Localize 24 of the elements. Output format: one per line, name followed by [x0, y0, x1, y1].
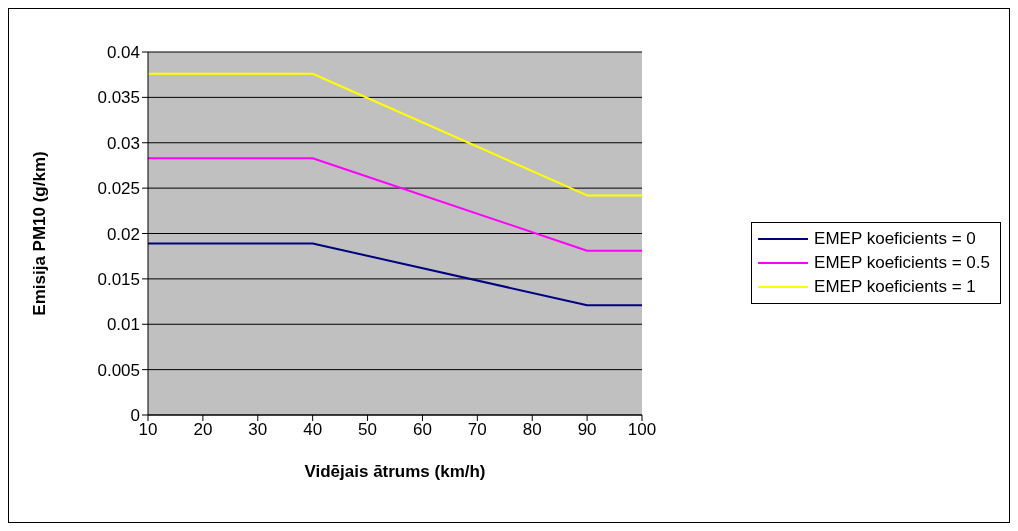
y-axis-title: Emisija PM10 (g/km) — [30, 151, 50, 316]
y-tick-label: 0.005 — [97, 360, 140, 380]
x-axis-title: Vidējais ātrums (km/h) — [304, 462, 486, 481]
x-tick-label: 10 — [138, 420, 158, 440]
x-tick-label: 60 — [412, 420, 432, 440]
x-tick-label: 90 — [577, 420, 597, 440]
legend-label: EMEP koeficients = 0.5 — [814, 253, 990, 273]
y-tick-label: 0.01 — [106, 315, 140, 335]
y-tick-label: 0.025 — [97, 179, 140, 199]
y-tick-label: 0.035 — [97, 88, 140, 108]
y-tick-label: 0.04 — [106, 43, 140, 63]
y-tick-label: 0.03 — [106, 133, 140, 153]
y-tick-label: 0.02 — [106, 224, 140, 244]
x-tick-label: 30 — [248, 420, 268, 440]
x-tick-label: 50 — [358, 420, 378, 440]
x-tick-label: 100 — [627, 420, 657, 440]
x-tick-label: 20 — [193, 420, 213, 440]
x-tick-label: 40 — [303, 420, 323, 440]
y-tick-label: 0.015 — [97, 269, 140, 289]
legend-label: EMEP koeficients = 1 — [814, 277, 976, 297]
x-tick-label: 70 — [467, 420, 487, 440]
legend-label: EMEP koeficients = 0 — [814, 229, 976, 249]
x-tick-label: 80 — [522, 420, 542, 440]
y-tick-label: 0 — [130, 406, 140, 426]
